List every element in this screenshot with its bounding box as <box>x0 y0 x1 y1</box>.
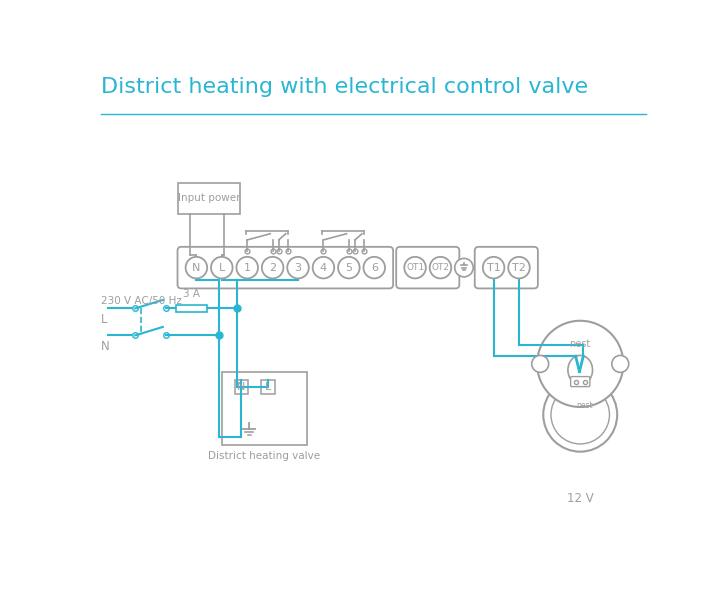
Ellipse shape <box>568 355 593 385</box>
Circle shape <box>338 257 360 279</box>
Text: 3: 3 <box>295 263 301 273</box>
Text: District heating valve: District heating valve <box>208 451 320 461</box>
Text: N: N <box>100 340 109 353</box>
Text: L: L <box>265 382 272 392</box>
Text: L: L <box>218 263 225 273</box>
Text: OT1: OT1 <box>406 263 424 272</box>
Text: District heating with electrical control valve: District heating with electrical control… <box>100 77 587 97</box>
Circle shape <box>551 386 609 444</box>
Text: 3 A: 3 A <box>183 289 200 299</box>
Text: N: N <box>237 382 245 392</box>
Circle shape <box>211 257 232 279</box>
Text: 230 V AC/50 Hz: 230 V AC/50 Hz <box>100 296 181 306</box>
Circle shape <box>288 257 309 279</box>
FancyBboxPatch shape <box>176 305 207 312</box>
FancyBboxPatch shape <box>222 372 307 445</box>
Text: 12 V: 12 V <box>567 492 593 505</box>
Circle shape <box>363 257 385 279</box>
Text: 2: 2 <box>269 263 276 273</box>
FancyBboxPatch shape <box>261 380 275 394</box>
Text: OT2: OT2 <box>432 263 449 272</box>
Text: T1: T1 <box>487 263 500 273</box>
FancyBboxPatch shape <box>475 247 538 289</box>
Text: nest: nest <box>569 340 591 349</box>
Circle shape <box>186 257 207 279</box>
Text: T2: T2 <box>512 263 526 273</box>
Text: 6: 6 <box>371 263 378 273</box>
FancyBboxPatch shape <box>234 380 248 394</box>
Text: N: N <box>192 263 201 273</box>
Circle shape <box>404 257 426 279</box>
FancyBboxPatch shape <box>178 247 393 289</box>
Text: 1: 1 <box>244 263 250 273</box>
Circle shape <box>612 355 629 372</box>
Circle shape <box>483 257 505 279</box>
Circle shape <box>531 355 549 372</box>
Text: L: L <box>100 312 107 326</box>
FancyBboxPatch shape <box>571 377 590 387</box>
Circle shape <box>537 321 623 407</box>
Circle shape <box>430 257 451 279</box>
Text: nest: nest <box>576 401 593 410</box>
FancyBboxPatch shape <box>178 183 240 214</box>
Circle shape <box>262 257 283 279</box>
Circle shape <box>455 258 473 277</box>
Text: 5: 5 <box>345 263 352 273</box>
Circle shape <box>312 257 334 279</box>
Circle shape <box>237 257 258 279</box>
Circle shape <box>508 257 530 279</box>
Text: 4: 4 <box>320 263 327 273</box>
Circle shape <box>543 378 617 451</box>
Text: Input power: Input power <box>178 193 240 203</box>
FancyBboxPatch shape <box>396 247 459 289</box>
